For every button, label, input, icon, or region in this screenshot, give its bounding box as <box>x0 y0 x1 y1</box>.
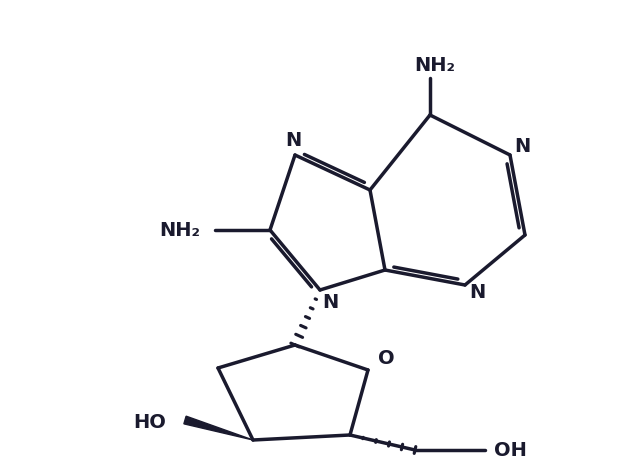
Text: OH: OH <box>493 440 527 460</box>
Text: O: O <box>378 348 394 368</box>
Text: NH₂: NH₂ <box>415 55 456 75</box>
Text: HO: HO <box>134 414 166 432</box>
Text: NH₂: NH₂ <box>159 220 200 240</box>
Text: N: N <box>322 292 338 312</box>
Text: N: N <box>514 138 530 157</box>
Text: N: N <box>285 131 301 149</box>
Text: N: N <box>469 283 485 303</box>
Polygon shape <box>184 416 253 440</box>
